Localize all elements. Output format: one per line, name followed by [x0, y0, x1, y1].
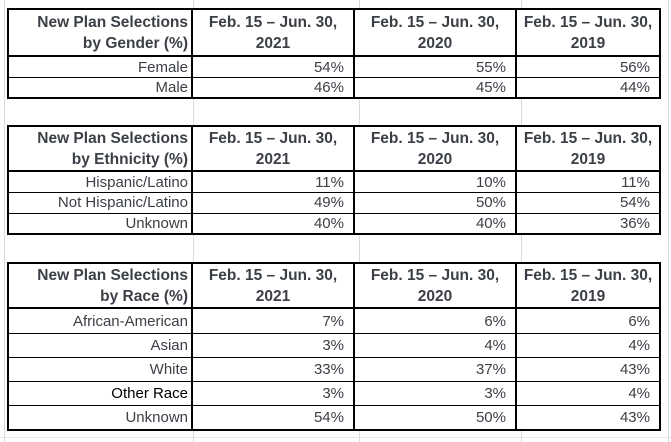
column-header-line: 2021	[255, 34, 291, 52]
column-header-line: Feb. 15 – Jun. 30,	[523, 13, 653, 31]
column-header-line: 2020	[417, 150, 453, 168]
cell-value: 54%	[517, 192, 659, 212]
cell-value: 50%	[355, 405, 517, 429]
gridline-vertical	[521, 431, 522, 442]
cell-value: 3%	[193, 333, 355, 357]
column-header-line: 2019	[570, 287, 606, 305]
table-title-line: New Plan Selections	[37, 13, 188, 31]
cell-value: 56%	[619, 58, 650, 76]
column-header-line: 2020	[417, 34, 453, 52]
column-header: Feb. 15 – Jun. 30, 2020	[355, 264, 517, 309]
ethnicity-table: New Plan Selections by Ethnicity (%) Feb. …	[7, 125, 661, 235]
gridline-vertical	[359, 99, 360, 125]
column-header: Feb. 15 – Jun. 30, 2020	[355, 127, 517, 172]
gridline-horizontal	[0, 437, 671, 438]
row-label: Not Hispanic/Latino	[9, 192, 193, 213]
column-header-line: Feb. 15 – Jun. 30,	[523, 266, 653, 284]
gridline-vertical	[193, 99, 194, 125]
gridline-vertical	[4, 0, 5, 442]
table-title: New Plan Selections by Ethnicity (%)	[9, 127, 193, 172]
column-header-line: 2021	[255, 287, 291, 305]
column-header-line: 2019	[570, 150, 606, 168]
column-header: Feb. 15 – Jun. 30, 2019	[517, 127, 659, 172]
gridline-vertical	[359, 0, 360, 8]
column-header: Feb. 15 – Jun. 30, 2019	[517, 10, 659, 57]
column-header: Feb. 15 – Jun. 30, 2021	[193, 264, 355, 309]
cell-value: 7%	[193, 309, 355, 333]
cell-value: 11%	[193, 172, 355, 193]
cell-value: 43%	[517, 357, 659, 381]
column-header: Feb. 15 – Jun. 30, 2021	[193, 10, 355, 57]
table-title: New Plan Selections by Race (%)	[9, 264, 193, 309]
cell-value: 3%	[193, 381, 355, 405]
column-header: Feb. 15 – Jun. 30, 2021	[193, 127, 355, 172]
column-header-line: Feb. 15 – Jun. 30,	[370, 129, 500, 147]
cell-value: 4%	[355, 333, 517, 357]
table-title-line: by Ethnicity (%)	[71, 150, 188, 168]
cell-value: 6%	[355, 309, 517, 333]
cell-value: 45%	[355, 77, 517, 97]
gridline-vertical	[521, 235, 522, 262]
cell-value: 6%	[628, 312, 650, 330]
cell-value: 40%	[193, 212, 355, 233]
cell-value: 10%	[355, 172, 517, 193]
table-title-line: by Race (%)	[100, 287, 188, 305]
cell-value: 11%	[621, 173, 650, 191]
gender-table: New Plan Selections by Gender (%) Feb. 15 …	[7, 8, 661, 99]
column-header-line: 2021	[255, 150, 291, 168]
row-label: Other Race	[9, 381, 193, 405]
row-label: Male	[9, 77, 193, 97]
gridline-vertical	[359, 431, 360, 442]
cell-value: 43%	[517, 405, 659, 429]
gridline-vertical	[668, 0, 669, 442]
column-header: Feb. 15 – Jun. 30, 2019	[517, 264, 659, 309]
cell-value: 46%	[193, 77, 355, 97]
cell-value: 49%	[193, 192, 355, 213]
cell-value: 37%	[355, 357, 517, 381]
table-title-line: New Plan Selections	[37, 266, 188, 284]
cell-value: 54%	[193, 57, 355, 77]
cell-value: 54%	[193, 405, 355, 429]
table-title-line: by Gender (%)	[82, 34, 188, 52]
table-title-line: New Plan Selections	[37, 129, 188, 147]
race-table: New Plan Selections by Race (%) Feb. 15 – …	[7, 262, 661, 431]
gridline-vertical	[359, 235, 360, 262]
cell-value: 55%	[355, 57, 517, 77]
column-header: Feb. 15 – Jun. 30, 2020	[355, 10, 517, 57]
table-title: New Plan Selections by Gender (%)	[9, 10, 193, 57]
row-label: White	[9, 357, 193, 381]
column-header-line: Feb. 15 – Jun. 30,	[208, 266, 338, 284]
cell-value: 44%	[517, 77, 659, 97]
cell-value: 33%	[193, 357, 355, 381]
cell-value: 40%	[355, 212, 517, 233]
row-label: Female	[9, 57, 193, 77]
gridline-vertical	[193, 0, 194, 8]
cell-value: 36%	[517, 212, 659, 233]
column-header-line: 2019	[570, 34, 606, 52]
row-label: Unknown	[9, 212, 193, 233]
column-header-line: 2020	[417, 287, 453, 305]
row-label: Asian	[9, 333, 193, 357]
column-header-line: Feb. 15 – Jun. 30,	[208, 129, 338, 147]
cell-value: 3%	[355, 381, 517, 405]
gridline-vertical	[521, 0, 522, 8]
column-header-line: Feb. 15 – Jun. 30,	[370, 266, 500, 284]
row-label: African-American	[9, 309, 193, 333]
column-header-line: Feb. 15 – Jun. 30,	[523, 129, 653, 147]
gridline-vertical	[193, 235, 194, 262]
row-label: Hispanic/Latino	[9, 172, 193, 193]
cell-value: 4%	[517, 333, 659, 357]
column-header-line: Feb. 15 – Jun. 30,	[370, 13, 500, 31]
gridline-vertical	[193, 431, 194, 442]
cell-value: 4%	[517, 381, 659, 405]
row-label: Unknown	[9, 405, 193, 429]
column-header-line: Feb. 15 – Jun. 30,	[208, 13, 338, 31]
gridline-vertical	[521, 99, 522, 125]
cell-value: 50%	[355, 192, 517, 213]
